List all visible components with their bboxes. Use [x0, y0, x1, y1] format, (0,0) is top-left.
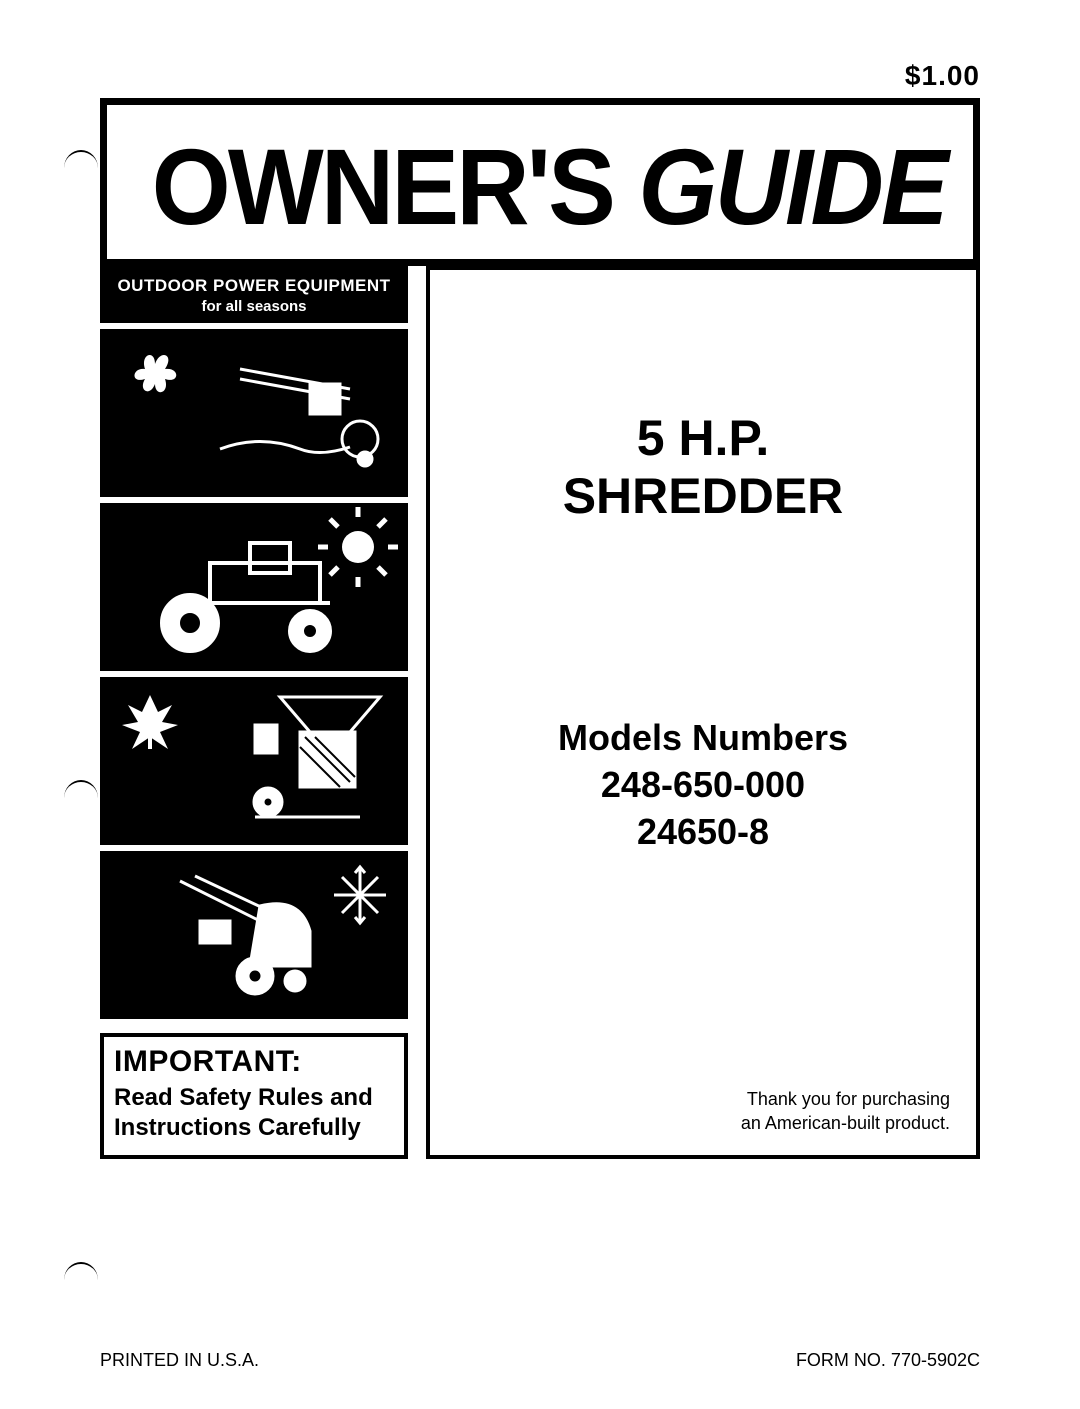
model-number-2: 24650-8: [637, 811, 769, 852]
document-title: OWNER'S GUIDE: [152, 133, 928, 241]
page-footer: PRINTED IN U.S.A. FORM NO. 770-5902C: [100, 1350, 980, 1371]
thanks-line-2: an American-built product.: [741, 1113, 950, 1133]
season-tile-summer: [100, 503, 408, 671]
models-heading: Models Numbers: [558, 717, 848, 758]
banner-line-1: OUTDOOR POWER EQUIPMENT: [104, 276, 404, 296]
product-title: 5 H.P. SHREDDER: [456, 410, 950, 525]
important-line-1: Read Safety Rules and: [114, 1084, 373, 1111]
price-label: $1.00: [100, 60, 980, 92]
banner-line-2: for all seasons: [104, 298, 404, 315]
season-tile-fall: [100, 677, 408, 845]
thank-you-text: Thank you for purchasing an American-bui…: [456, 1088, 950, 1135]
page-container: $1.00 OWNER'S GUIDE OUTDOOR POWER EQUIPM…: [100, 60, 980, 1159]
main-panel: 5 H.P. SHREDDER Models Numbers 248-650-0…: [426, 266, 980, 1159]
sidebar: OUTDOOR POWER EQUIPMENT for all seasons: [100, 266, 408, 1159]
product-line-1: 5 H.P.: [637, 410, 770, 466]
footer-right: FORM NO. 770-5902C: [796, 1350, 980, 1371]
important-box: IMPORTANT: Read Safety Rules and Instruc…: [100, 1033, 408, 1159]
lower-section: OUTDOOR POWER EQUIPMENT for all seasons: [100, 266, 980, 1159]
thanks-line-1: Thank you for purchasing: [747, 1089, 950, 1109]
title-box: OWNER'S GUIDE: [100, 98, 980, 266]
scan-curl-mark: [64, 150, 98, 168]
product-line-2: SHREDDER: [563, 468, 844, 524]
important-heading: IMPORTANT:: [114, 1045, 394, 1079]
model-number-1: 248-650-000: [601, 764, 805, 805]
season-tile-spring: [100, 329, 408, 497]
scan-curl-mark: [64, 1262, 98, 1280]
season-tile-winter: [100, 851, 408, 1019]
important-subtext: Read Safety Rules and Instructions Caref…: [114, 1083, 394, 1143]
footer-left: PRINTED IN U.S.A.: [100, 1350, 259, 1371]
title-word-1: OWNER'S: [152, 126, 613, 247]
model-numbers: Models Numbers 248-650-000 24650-8: [456, 715, 950, 855]
sidebar-banner: OUTDOOR POWER EQUIPMENT for all seasons: [100, 266, 408, 323]
important-line-2: Instructions Carefully: [114, 1114, 361, 1141]
scan-curl-mark: [64, 780, 98, 798]
title-word-2: GUIDE: [638, 126, 945, 247]
